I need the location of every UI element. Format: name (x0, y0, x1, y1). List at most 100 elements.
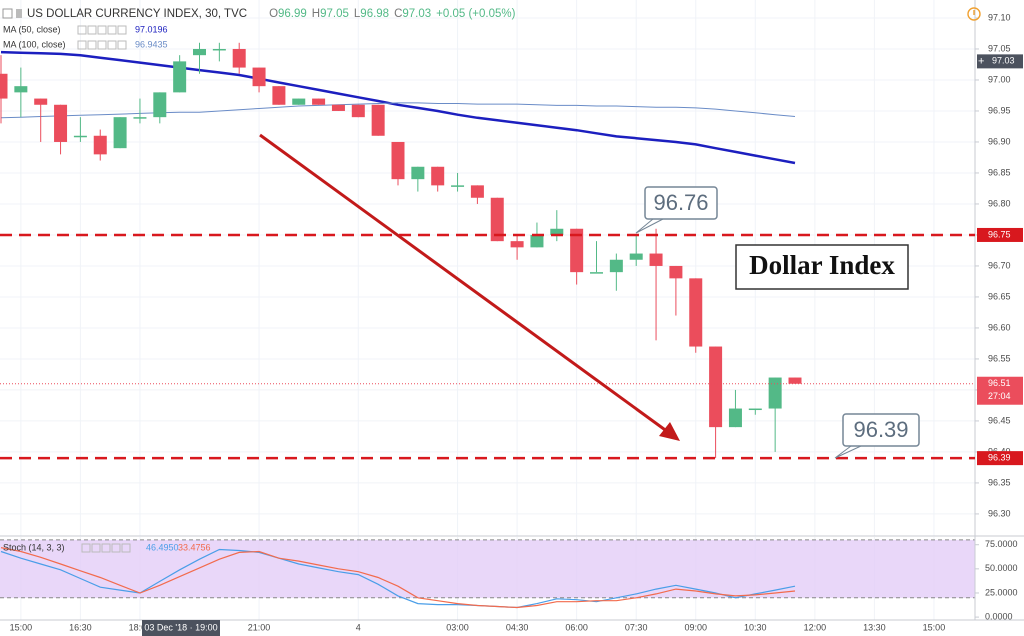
indicator-icon (87, 40, 97, 50)
indicator-icon (97, 40, 107, 50)
candle-body (232, 48, 246, 68)
y-tick-label: 50.0000 (985, 563, 1018, 573)
x-tick-label: 15:00 (923, 622, 946, 632)
x-tick-label: 09:00 (684, 622, 707, 632)
x-tick-label: 21:00 (248, 622, 271, 632)
y-tick-label: 96.55 (988, 353, 1011, 363)
candle-body (609, 259, 623, 273)
ohlc-key: L (354, 8, 361, 20)
callout-box (644, 186, 718, 220)
x-tick-label: 18:00 (129, 622, 152, 632)
ohlc-value: 96.98 (360, 8, 389, 20)
y-tick-label: 75.0000 (985, 539, 1018, 549)
moving-average (0, 50, 796, 165)
indicator-value: 46.4950 (146, 542, 179, 552)
candle-body (272, 86, 286, 105)
candle-body (590, 272, 603, 274)
indicator-icon (101, 543, 111, 553)
trend-arrow (259, 133, 669, 434)
y-tick-label: 97.10 (988, 12, 1011, 22)
indicator-name: Stoch (14, 3, 3) (3, 542, 65, 552)
candle-body (73, 135, 87, 138)
candle-body (173, 61, 187, 93)
candle-body (212, 48, 226, 51)
y-tick-label: 96.30 (988, 508, 1011, 518)
candle-body (748, 408, 762, 411)
level-flag (977, 227, 1023, 242)
candle-body (451, 185, 465, 187)
y-tick-label: 97.00 (988, 74, 1011, 84)
last-price-label: 96.51 (988, 378, 1011, 388)
crosshair-time-flag (142, 620, 220, 636)
y-tick-label: 0.0000 (985, 611, 1013, 621)
ohlc-value: 97.03 (402, 8, 431, 20)
legend-line: US DOLLAR CURRENCY INDEX, 30, TVC O96.99 H… (27, 8, 516, 20)
candle-body (411, 166, 425, 180)
indicator-icon (77, 40, 87, 50)
price-pane (0, 42, 975, 459)
y-tick-label: 96.35 (988, 477, 1011, 487)
moving-average (0, 102, 796, 119)
change-value: +0.05 (+0.05%) (436, 8, 515, 20)
stoch-band (0, 539, 975, 598)
indicator-icon (111, 543, 121, 553)
x-tick-label: 4 (356, 622, 361, 632)
candle-body (54, 104, 68, 142)
callout-label: 96.76 (653, 190, 708, 215)
candle-body (153, 92, 167, 118)
candle-body (252, 67, 266, 87)
candle-body (292, 98, 306, 105)
stoch-line (0, 548, 796, 609)
candle-body (669, 265, 683, 279)
indicator-value: 96.9435 (135, 39, 168, 49)
x-tick-label: 07:30 (625, 622, 648, 632)
crosshair-price-flag (977, 54, 1023, 69)
level-flag-label: 96.39 (988, 453, 1011, 463)
header: US DOLLAR CURRENCY INDEX, 30, TVC O96.99 H… (2, 7, 981, 553)
candle-body (14, 86, 28, 93)
candle-body (93, 135, 107, 155)
level-flag (977, 451, 1023, 466)
x-tick-label: 03:00 (446, 622, 469, 632)
y-tick-label: 96.85 (988, 167, 1011, 177)
countdown-label: 27:04 (988, 391, 1011, 401)
candle-body (530, 234, 544, 248)
candle-body (133, 117, 147, 119)
candle-body (431, 166, 445, 186)
indicator-name: MA (50, close) (3, 24, 61, 34)
candle-body (709, 346, 723, 428)
callout-pointer (635, 218, 664, 234)
y-tick-label: 96.80 (988, 198, 1011, 208)
indicator-name: MA (100, close) (3, 39, 66, 49)
candle-body (351, 104, 365, 118)
indicator-icon (107, 25, 117, 35)
x-tick-label: 04:30 (506, 622, 529, 632)
candle-body (470, 185, 484, 198)
indicator-icon (81, 543, 91, 553)
y-tick-label: 96.70 (988, 260, 1011, 270)
candle-body (371, 104, 385, 136)
y-tick-label: 96.60 (988, 322, 1011, 332)
overlay: Dollar Index 96.75 96.39 96.51 27:04 97.03 +0… (0, 54, 1023, 636)
candle-body (0, 73, 8, 99)
callout-label: 96.39 (853, 417, 908, 442)
symbol-icon (16, 9, 22, 18)
candle-body (391, 141, 405, 180)
annotation-text: Dollar Index (749, 250, 895, 280)
candle-body (331, 104, 345, 111)
callout-box (842, 413, 920, 447)
indicator-icon (97, 25, 107, 35)
collapse-icon (2, 8, 13, 19)
candle-body (649, 253, 663, 266)
callout-pointer (834, 445, 862, 459)
x-tick-label: 10:30 (744, 622, 767, 632)
indicator-icon (121, 543, 131, 553)
indicator-icon (117, 40, 127, 50)
x-tick-label: 13:30 (863, 622, 886, 632)
crosshair-time-label: 03 Dec '18 · 19:00 (144, 622, 217, 632)
annotation-box (735, 244, 909, 290)
grid (0, 0, 975, 620)
y-tick-label: 25.0000 (985, 587, 1018, 597)
